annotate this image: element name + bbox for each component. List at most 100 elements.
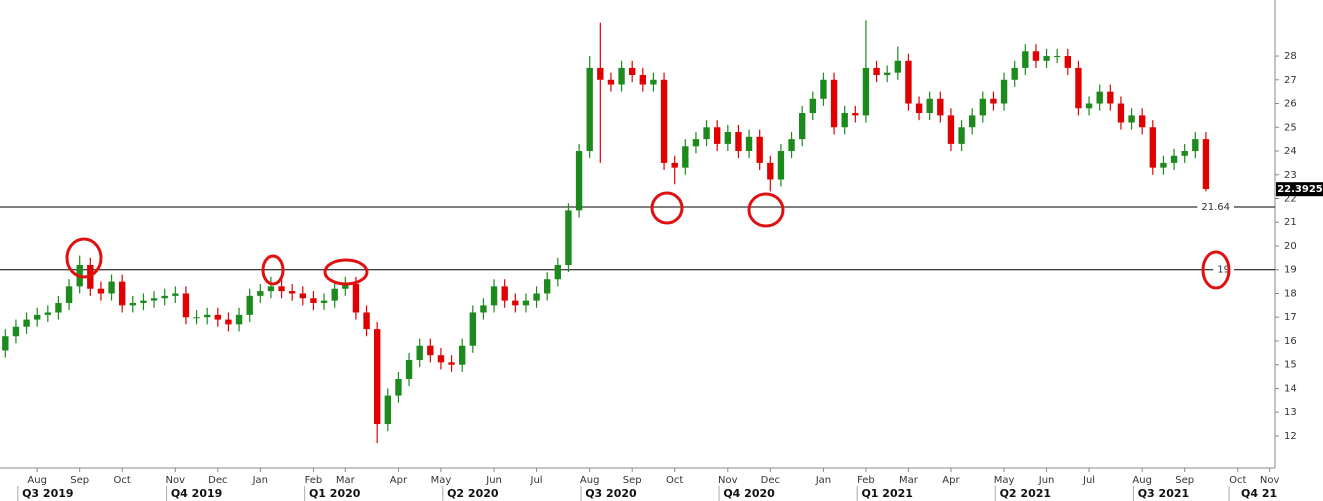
x-tick-label: Mar [899, 475, 919, 486]
candle-body [1075, 67, 1082, 109]
y-tick-label: 14 [1284, 383, 1297, 394]
candle-body [1085, 103, 1093, 109]
quarter-label: Q2 2020 [447, 487, 499, 500]
candle-body [161, 295, 168, 299]
candle-body [809, 98, 816, 114]
candle-body [34, 314, 41, 320]
x-tick-label: Oct [1229, 475, 1246, 486]
candle-body [246, 295, 253, 315]
x-tick-label: Sep [623, 475, 642, 486]
highlight-circle [1201, 250, 1231, 290]
x-tick-label: Jun [485, 475, 502, 486]
candle-body [820, 79, 827, 99]
candle-body [1000, 79, 1008, 104]
candle-body [660, 79, 668, 163]
candle-body [1096, 91, 1103, 104]
x-tick-label: May [431, 475, 452, 486]
candle-body [172, 293, 179, 296]
x-tick-label: Nov [718, 475, 738, 486]
candle-body [735, 132, 742, 152]
x-tick-label: Jul [530, 475, 543, 486]
candle-body [841, 113, 848, 128]
candle-body [405, 359, 413, 379]
y-tick-label: 12 [1284, 431, 1297, 442]
candle-body [299, 293, 306, 299]
candle-body [1139, 115, 1146, 128]
y-tick-label: 28 [1284, 51, 1297, 62]
y-tick-label: 24 [1284, 146, 1297, 157]
candle-body [799, 113, 806, 140]
candle-body [692, 139, 700, 147]
candle-body [55, 302, 62, 313]
x-tick-label: Sep [1175, 475, 1194, 486]
quarter-label: Q4 2020 [723, 487, 775, 500]
candle-body [342, 283, 349, 289]
y-tick-label: 23 [1284, 170, 1297, 181]
candle-body [108, 281, 115, 294]
candle-body [522, 300, 530, 306]
candle-body [937, 98, 944, 116]
level-label-bg [1197, 201, 1234, 215]
candle-body [1032, 51, 1040, 61]
y-tick-label: 13 [1284, 407, 1297, 418]
candle-body [1181, 151, 1188, 156]
candle-body [97, 288, 105, 294]
x-tick-label: Nov [166, 475, 186, 486]
candle-body [884, 72, 891, 76]
x-tick-label: Oct [666, 475, 683, 486]
candle-body [1160, 162, 1167, 168]
candle-body [1011, 67, 1018, 80]
candle-body [193, 317, 200, 319]
x-tick-label: Nov [1260, 475, 1280, 486]
candle-body [289, 291, 296, 294]
candle-body [607, 79, 615, 85]
annotations [65, 191, 1231, 290]
candle-body [724, 132, 731, 144]
y-tick-label: 27 [1284, 75, 1297, 86]
candle-body [204, 314, 211, 318]
candle-body [745, 136, 753, 152]
candle-body [140, 300, 147, 303]
highlight-circle [747, 192, 785, 228]
candle-body [1170, 155, 1178, 163]
candle-body [629, 67, 636, 76]
candle-body [979, 98, 986, 116]
candle-body [586, 67, 593, 152]
last-price-box [1276, 182, 1323, 197]
candle-body [639, 75, 646, 85]
candle-body [554, 264, 561, 280]
x-tick-label: Jun [1038, 475, 1055, 486]
candle-body [947, 115, 955, 144]
candle-body [1202, 139, 1210, 190]
candle-body [501, 286, 508, 301]
x-tick-label: Jan [815, 475, 831, 486]
candle-body [756, 136, 763, 163]
quarter-label: Q4 2019 [171, 487, 222, 500]
candle-body [480, 305, 487, 313]
candle-body [310, 298, 317, 303]
candle-body [65, 286, 73, 303]
y-tick-label: 22 [1284, 194, 1297, 205]
candle-body [12, 326, 20, 337]
candle-body [915, 103, 923, 114]
candle-body [490, 286, 498, 306]
candle-body [374, 329, 381, 425]
candle-body [533, 293, 540, 301]
candle-body [682, 146, 689, 168]
quarter-label: Q3 2020 [585, 487, 637, 500]
y-tick-label: 17 [1284, 312, 1297, 323]
candle-body [575, 151, 583, 211]
candle-body [1022, 51, 1029, 68]
y-tick-label: 26 [1284, 99, 1297, 110]
candle-body [905, 60, 912, 104]
candle-body [767, 162, 774, 180]
candle-body [990, 98, 997, 104]
x-tick-label: Mar [336, 475, 356, 486]
quarter-label: Q3 2021 [1138, 487, 1189, 500]
candle-body [459, 345, 466, 365]
quarter-label: Q4 21 [1241, 487, 1277, 500]
candle-body [565, 210, 572, 265]
last-price-label: 22.3925 [1277, 184, 1323, 195]
